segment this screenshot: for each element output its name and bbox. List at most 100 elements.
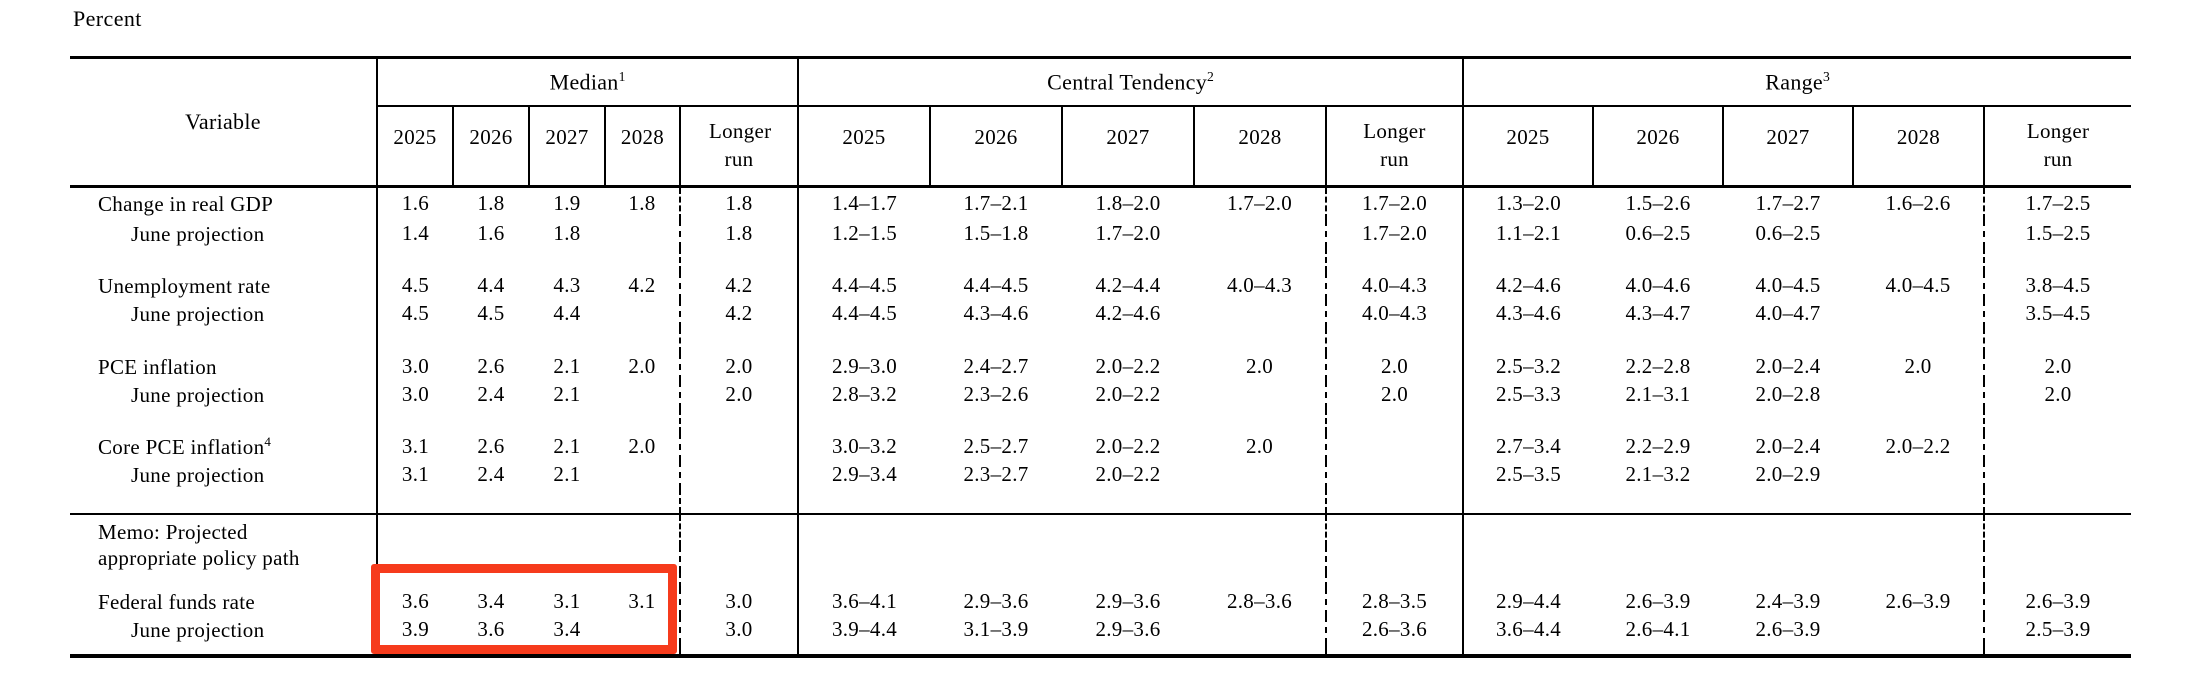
memo-row: Memo: Projected: [70, 512, 2132, 546]
empty-cell: [1983, 408, 2132, 433]
cell-median-2: 1.9: [553, 191, 581, 216]
empty-cell: [453, 489, 529, 514]
empty-cell: [1462, 571, 1594, 588]
year-header-median-longer-run: Longer run: [678, 105, 799, 188]
group-label-central-tendency: Central Tendency: [1047, 68, 1208, 94]
empty-cell: [1723, 489, 1853, 514]
cell-range-4: 2.0: [1983, 352, 2132, 381]
empty-cell: [930, 572, 1062, 588]
empty-cell: [70, 644, 377, 656]
cell-median-1: 4.5: [477, 301, 505, 325]
cell-median-1: 3.4: [477, 589, 505, 613]
cell-median-1: 2.6: [477, 434, 505, 458]
cell-central_tendency-1: 1.5–1.8: [963, 221, 1029, 245]
cell-median-3: [605, 220, 680, 248]
empty-cell: [376, 488, 453, 514]
cell-median-1: 2.6: [477, 354, 505, 378]
cell-central_tendency-4: 2.6–3.6: [1325, 615, 1464, 644]
cell-median-3: [605, 616, 680, 644]
cell-central_tendency-3: 1.7–2.0: [1226, 191, 1293, 216]
empty-cell: [1462, 545, 1594, 572]
empty-cell: [1462, 488, 1594, 514]
empty-cell: [529, 512, 605, 546]
cell-median-2: 2.1: [553, 382, 581, 406]
year-header-range-2027: 2027: [1722, 105, 1854, 188]
cell-median-4: [678, 432, 799, 461]
cell-central_tendency-1: 3.1–3.9: [963, 617, 1029, 641]
cell-median-3: 1.8: [628, 191, 656, 216]
empty-cell: [529, 328, 605, 353]
empty-cell: [1853, 328, 1984, 353]
empty-cell: [930, 644, 1062, 656]
empty-cell: [1462, 327, 1594, 353]
empty-cell: [529, 572, 605, 588]
spacer-row: [70, 488, 2132, 514]
cell-median-0: 3.1: [376, 432, 453, 461]
cell-central_tendency-4: 4.0–4.3: [1325, 271, 1464, 300]
empty-cell: [797, 545, 931, 572]
cell-median-0: 3.6: [376, 587, 453, 616]
empty-cell: [605, 409, 680, 433]
empty-cell: [1325, 643, 1464, 656]
cell-range-4: 1.5–2.5: [1983, 219, 2132, 248]
cell-range-3: 2.6–3.9: [1885, 589, 1951, 613]
empty-cell: [1593, 572, 1723, 588]
projections-table: Variable Median1 Central Tendency2 Range…: [70, 56, 2132, 658]
row-label-cell: Change in real GDP: [70, 187, 377, 220]
empty-cell: [1462, 643, 1594, 656]
empty-cell: [1325, 545, 1464, 572]
empty-cell: [678, 545, 799, 572]
empty-cell: [70, 328, 377, 353]
footnote-marker-3: 3: [1822, 68, 1830, 84]
row-label: June projection: [131, 617, 265, 642]
group-header-central-tendency: Central Tendency2: [797, 57, 1464, 107]
cell-central_tendency-2: 2.9–3.6: [1095, 617, 1161, 641]
cell-median-1: 4.4: [477, 273, 505, 297]
empty-cell: [1194, 489, 1326, 514]
empty-cell: [605, 328, 680, 353]
row-label-cell: June projection: [70, 616, 377, 644]
empty-cell: [376, 512, 453, 546]
table-row: Change in real GDP 1.6 1.8 1.9 1.8 1.8 1.4–1.7…: [70, 186, 2132, 220]
row-label: Federal funds rate: [98, 589, 256, 614]
cell-median-4: 4.2: [678, 271, 799, 300]
year-header-ct-2028: 2028: [1193, 105, 1327, 188]
cell-median-2: 2.1: [553, 354, 581, 378]
row-label-cell: June projection: [70, 461, 377, 489]
cell-median-2: 2.1: [553, 462, 581, 486]
cell-central_tendency-1: 2.4–2.7: [963, 354, 1029, 378]
empty-cell: [1062, 328, 1194, 353]
group-header-row: Variable Median1 Central Tendency2 Range…: [70, 57, 2132, 188]
empty-cell: [1462, 512, 1594, 546]
cell-median-2: 1.8: [553, 221, 581, 245]
cell-range-2: 4.0–4.7: [1755, 301, 1821, 325]
cell-range-2: 1.7–2.7: [1755, 191, 1821, 216]
empty-cell: [376, 247, 453, 272]
cell-range-1: 4.0–4.6: [1625, 273, 1691, 297]
cell-median-0: 3.0: [376, 352, 453, 381]
cell-median-4: 1.8: [678, 186, 799, 220]
empty-cell: [1593, 409, 1723, 433]
empty-cell: [70, 409, 377, 433]
year-header-range-2025: 2025: [1462, 105, 1594, 188]
empty-cell: [1593, 489, 1723, 514]
row-label-cell: Federal funds rate: [70, 588, 377, 616]
cell-median-0: 1.4: [376, 219, 453, 248]
empty-cell: [453, 546, 529, 572]
cell-central_tendency-3: 4.0–4.3: [1226, 273, 1293, 297]
cell-central_tendency-1: 2.3–2.6: [963, 382, 1029, 406]
cell-range-3: [1853, 616, 1984, 644]
cell-range-2: 2.0–2.4: [1755, 354, 1821, 378]
cell-range-1: 1.5–2.6: [1625, 191, 1691, 216]
row-label: June projection: [131, 462, 265, 487]
empty-cell: [453, 512, 529, 546]
empty-cell: [1983, 643, 2132, 656]
cell-central_tendency-0: 2.8–3.2: [797, 380, 931, 409]
cell-median-2: 2.1: [553, 434, 581, 458]
empty-cell: [1194, 572, 1326, 588]
empty-cell: [1325, 247, 1464, 272]
empty-cell: [678, 512, 799, 546]
empty-cell: [1983, 327, 2132, 353]
cell-central_tendency-4: 1.7–2.0: [1325, 186, 1464, 220]
cell-central_tendency-1: 2.3–2.7: [963, 462, 1029, 486]
